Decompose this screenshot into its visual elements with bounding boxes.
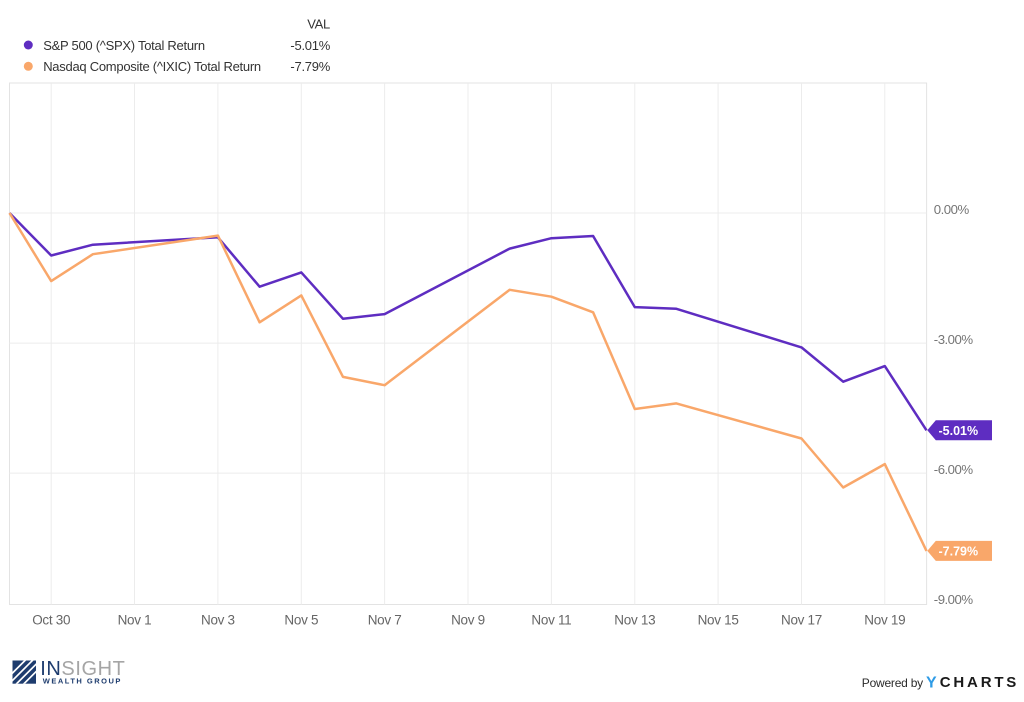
svg-text:Nov 19: Nov 19 xyxy=(864,613,905,628)
svg-text:Nov 17: Nov 17 xyxy=(781,613,822,628)
svg-text:Y: Y xyxy=(926,675,937,692)
svg-text:Nov 3: Nov 3 xyxy=(201,613,235,628)
svg-text:-7.79%: -7.79% xyxy=(290,59,330,74)
svg-text:-3.00%: -3.00% xyxy=(934,332,974,347)
svg-text:-9.00%: -9.00% xyxy=(934,592,974,607)
svg-text:0.00%: 0.00% xyxy=(934,202,970,217)
svg-text:-6.00%: -6.00% xyxy=(934,462,974,477)
svg-text:Nov 15: Nov 15 xyxy=(698,613,739,628)
svg-text:CHARTS: CHARTS xyxy=(940,674,1019,691)
svg-text:INSIGHT: INSIGHT xyxy=(40,658,125,680)
svg-text:-7.79%: -7.79% xyxy=(939,544,979,558)
svg-text:Nov 9: Nov 9 xyxy=(451,613,485,628)
svg-text:WEALTH GROUP: WEALTH GROUP xyxy=(43,677,122,686)
svg-text:Nov 1: Nov 1 xyxy=(118,613,152,628)
svg-text:-5.01%: -5.01% xyxy=(290,38,330,53)
svg-text:Nov 13: Nov 13 xyxy=(614,613,655,628)
svg-text:Nasdaq Composite (^IXIC) Total: Nasdaq Composite (^IXIC) Total Return xyxy=(43,59,261,74)
svg-text:-5.01%: -5.01% xyxy=(939,424,979,438)
svg-text:Powered by: Powered by xyxy=(862,676,923,690)
svg-text:S&P 500 (^SPX) Total Return: S&P 500 (^SPX) Total Return xyxy=(43,38,205,53)
svg-text:Oct 30: Oct 30 xyxy=(32,613,70,628)
svg-text:VAL: VAL xyxy=(307,16,330,31)
svg-text:Nov 5: Nov 5 xyxy=(284,613,318,628)
svg-text:Nov 7: Nov 7 xyxy=(368,613,402,628)
svg-text:Nov 11: Nov 11 xyxy=(531,613,571,628)
